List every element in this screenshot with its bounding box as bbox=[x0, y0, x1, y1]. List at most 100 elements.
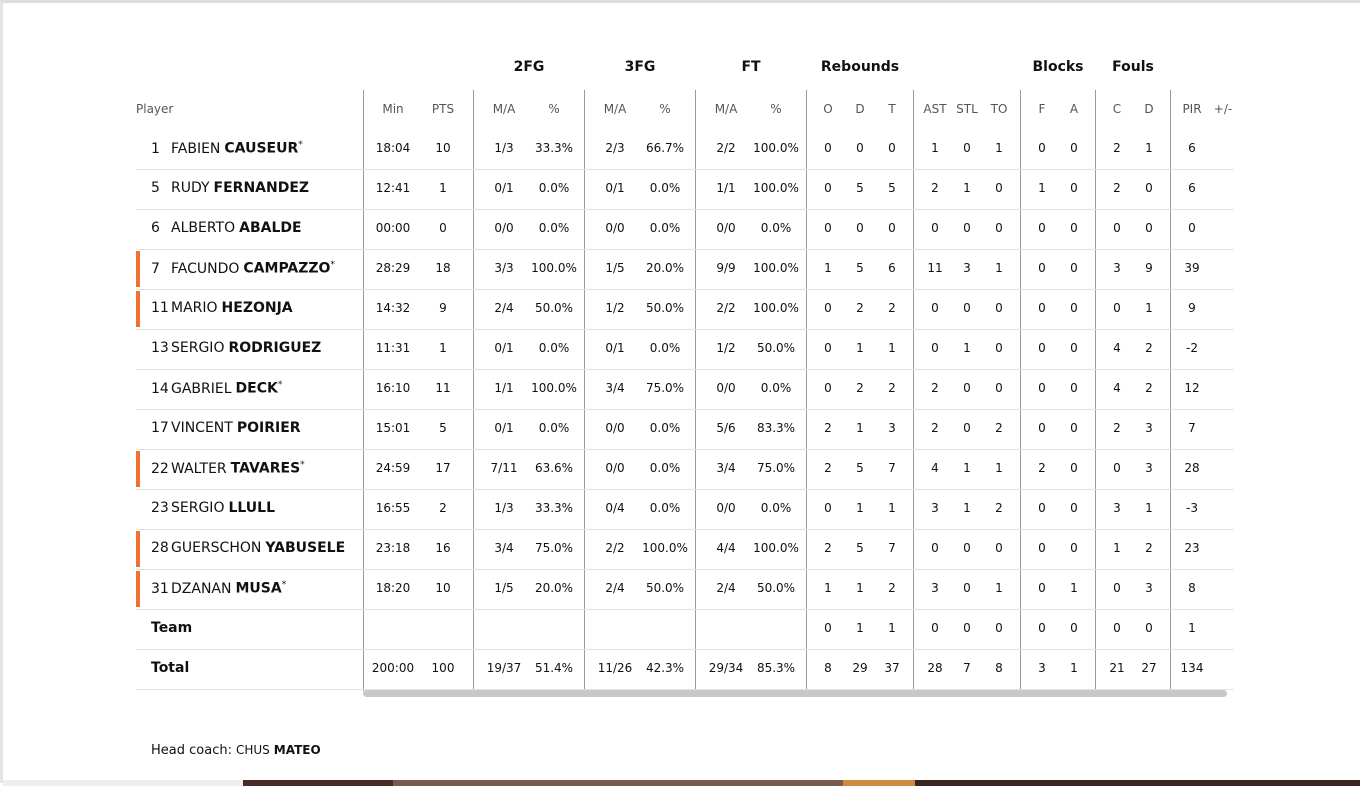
stat-cell: 0 bbox=[995, 621, 1003, 635]
stat-cell: 6 bbox=[888, 261, 896, 275]
player-name: Team bbox=[151, 620, 192, 636]
column-header: M/A bbox=[714, 102, 738, 116]
stat-cell: 51.4% bbox=[534, 661, 574, 675]
stat-cell: 0/4 bbox=[605, 501, 625, 515]
column-header: A bbox=[1069, 102, 1079, 116]
stat-cell: 0 bbox=[1070, 301, 1078, 315]
stat-cell: 27 bbox=[1141, 661, 1157, 675]
last-name: LLULL bbox=[228, 500, 276, 516]
player-number: 31 bbox=[151, 580, 169, 597]
stat-cell: 2 bbox=[856, 301, 864, 315]
player-number: 28 bbox=[151, 540, 169, 556]
row-separator bbox=[136, 329, 1234, 330]
stat-cell: 2/4 bbox=[716, 581, 736, 595]
stat-cell: 1/3 bbox=[494, 141, 514, 155]
stat-cell: 28 bbox=[1184, 461, 1200, 475]
highlight-bar bbox=[136, 571, 140, 607]
stat-cell: 00:00 bbox=[375, 221, 411, 235]
last-name: MUSA bbox=[235, 580, 282, 597]
player-name: 22 WALTER TAVARES* bbox=[151, 460, 305, 477]
row-separator bbox=[136, 249, 1234, 250]
stat-cell: 10 bbox=[435, 141, 451, 155]
stat-cell: 75.0% bbox=[534, 541, 574, 555]
stat-cell: 0.0% bbox=[760, 501, 792, 515]
stat-cell: 0 bbox=[1038, 141, 1046, 155]
stat-cell: 0.0% bbox=[649, 341, 681, 355]
stat-cell: 2 bbox=[856, 381, 864, 395]
starter-mark: * bbox=[277, 380, 283, 390]
first-name: RUDY bbox=[171, 180, 210, 196]
highlight-bar bbox=[136, 531, 140, 567]
stat-cell: 7/11 bbox=[490, 461, 518, 475]
divider bbox=[1020, 90, 1021, 691]
stat-cell: 0 bbox=[995, 341, 1003, 355]
stat-cell: 1 bbox=[963, 341, 971, 355]
row-separator bbox=[136, 569, 1234, 570]
stat-cell: 1/5 bbox=[494, 581, 514, 595]
column-header: D bbox=[855, 102, 865, 116]
stat-cell: 2/4 bbox=[605, 581, 625, 595]
stat-cell: 18 bbox=[435, 261, 451, 275]
stat-cell: 0 bbox=[888, 221, 896, 235]
stat-cell: 0/0 bbox=[605, 221, 625, 235]
stat-cell: 0.0% bbox=[538, 341, 570, 355]
stat-cell: 0 bbox=[824, 181, 832, 195]
stat-cell: 5/6 bbox=[716, 421, 736, 435]
player-name: 14 GABRIEL DECK* bbox=[151, 380, 282, 397]
stat-cell: 63.6% bbox=[534, 461, 574, 475]
stat-cell: 3 bbox=[963, 261, 971, 275]
group-header: Fouls bbox=[1112, 59, 1154, 75]
stat-cell: 3 bbox=[1145, 421, 1153, 435]
stat-cell: 1 bbox=[856, 621, 864, 635]
stat-cell: 200:00 bbox=[371, 661, 415, 675]
stat-cell: -3 bbox=[1186, 501, 1198, 515]
first-name: GUERSCHON bbox=[171, 540, 262, 556]
first-name: DZANAN bbox=[171, 580, 232, 597]
row-separator bbox=[136, 369, 1234, 370]
stat-cell: 50.0% bbox=[645, 301, 685, 315]
stat-cell: 5 bbox=[856, 261, 864, 275]
stat-cell: 1/1 bbox=[716, 181, 736, 195]
stat-cell: 0 bbox=[1070, 341, 1078, 355]
stat-cell: 1/5 bbox=[605, 261, 625, 275]
player-number: 7 bbox=[151, 260, 160, 277]
coach-last: MATEO bbox=[273, 743, 321, 757]
stat-cell: 0/0 bbox=[494, 221, 514, 235]
column-header: D bbox=[1144, 102, 1154, 116]
row-separator bbox=[136, 449, 1234, 450]
column-header: % bbox=[548, 102, 560, 116]
stat-cell: 15:01 bbox=[375, 421, 411, 435]
stat-cell: 0 bbox=[931, 221, 939, 235]
stat-cell: 75.0% bbox=[645, 381, 685, 395]
stat-cell: 5 bbox=[856, 181, 864, 195]
stat-cell: 0 bbox=[1038, 541, 1046, 555]
stat-cell: 50.0% bbox=[756, 581, 796, 595]
column-header: STL bbox=[956, 102, 978, 116]
stat-cell: 2 bbox=[931, 421, 939, 435]
stat-cell: 1 bbox=[888, 621, 896, 635]
last-name: RODRIGUEZ bbox=[228, 340, 322, 356]
group-header: FT bbox=[741, 59, 761, 75]
stat-cell: 2 bbox=[888, 381, 896, 395]
row-separator bbox=[136, 409, 1234, 410]
stat-cell: 0 bbox=[1070, 421, 1078, 435]
stat-cell: 1 bbox=[856, 421, 864, 435]
stat-cell: 100.0% bbox=[753, 301, 799, 315]
stat-cell: 18:04 bbox=[375, 141, 411, 155]
row-separator bbox=[136, 649, 1234, 650]
highlight-bar bbox=[136, 451, 140, 487]
stat-cell: 1 bbox=[1038, 181, 1046, 195]
group-header: 3FG bbox=[624, 59, 656, 75]
last-name: CAUSEUR bbox=[224, 140, 299, 157]
stat-cell: 3 bbox=[1038, 661, 1046, 675]
stat-cell: 0 bbox=[1070, 261, 1078, 275]
stat-cell: 16:55 bbox=[375, 501, 411, 515]
divider bbox=[913, 90, 914, 691]
stat-cell: 0.0% bbox=[760, 221, 792, 235]
stat-cell: 0.0% bbox=[538, 181, 570, 195]
row-label: Total bbox=[151, 660, 190, 676]
stat-cell: 2 bbox=[1113, 421, 1121, 435]
column-header: +/- bbox=[1213, 102, 1233, 116]
stat-cell: 0 bbox=[1113, 221, 1121, 235]
player-name: 31 DZANAN MUSA* bbox=[151, 580, 286, 597]
